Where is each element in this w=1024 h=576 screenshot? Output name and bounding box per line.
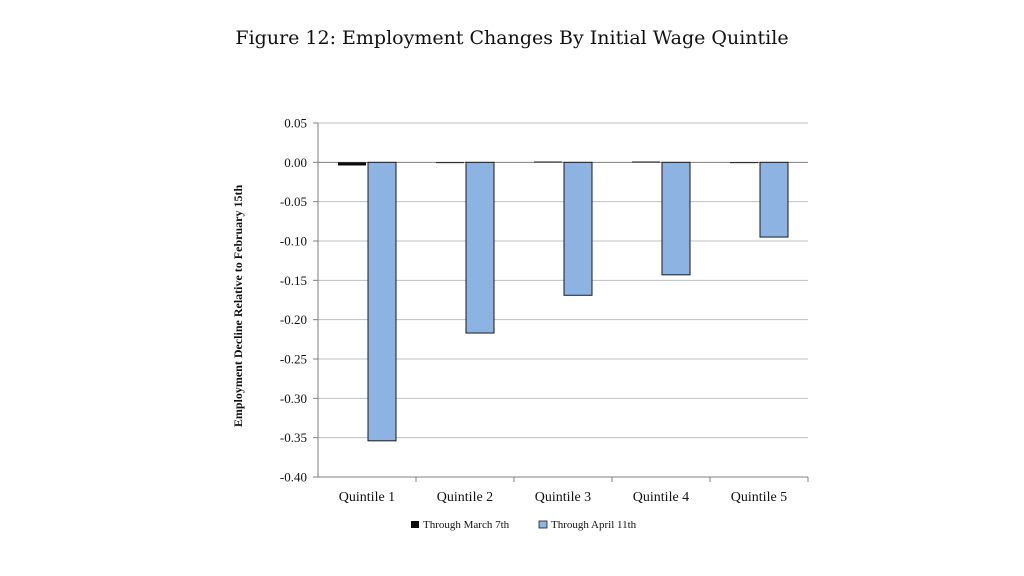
y-tick-label: -0.25: [280, 352, 307, 367]
y-tick-label: 0.05: [284, 116, 307, 131]
x-category-label: Quintile 5: [731, 490, 787, 505]
bar-april-q4: [661, 161, 691, 276]
figure-title: Figure 12: Employment Changes By Initial…: [235, 27, 789, 49]
y-tick-label: -0.40: [280, 470, 307, 485]
x-category-label: Quintile 3: [535, 490, 591, 505]
y-tick-labels: 0.05 0.00 -0.05 -0.10 -0.15 -0.20 -0.25 -0.30 -0…: [280, 116, 307, 485]
y-tick-label: -0.05: [280, 194, 307, 209]
y-tick-label: -0.35: [280, 430, 307, 445]
x-category-label: Quintile 1: [339, 490, 395, 505]
bar-april-q1: [367, 161, 397, 442]
bar-march-q5: [730, 162, 758, 164]
legend-label-march: Through March 7th: [423, 519, 510, 531]
bar-march-q4: [632, 161, 660, 163]
y-tick-label: -0.10: [280, 234, 307, 249]
axes: [313, 122, 809, 482]
x-category-label: Quintile 2: [437, 490, 493, 505]
legend-swatch-march: [411, 521, 419, 528]
legend-swatch-april: [538, 520, 548, 529]
category-labels: Quintile 1 Quintile 2 Quintile 3 Quintile 4…: [339, 490, 787, 505]
bar-march-q2: [436, 162, 464, 164]
legend: Through March 7th Through April 11th: [411, 519, 637, 531]
x-category-label: Quintile 4: [633, 490, 689, 505]
y-axis-title: Employment Decline Relative to February …: [231, 185, 245, 428]
bar-march-q3: [534, 161, 562, 163]
y-tick-label: -0.20: [280, 312, 307, 327]
y-tick-label: 0.00: [284, 155, 307, 170]
bar-april-q3: [563, 161, 593, 296]
legend-label-april: Through April 11th: [551, 519, 637, 531]
bar-april-q2: [465, 161, 495, 334]
y-tick-label: -0.15: [280, 273, 307, 288]
y-tick-label: -0.30: [280, 391, 307, 406]
bars: [338, 161, 789, 442]
bar-april-q5: [759, 161, 789, 238]
bar-march-q1: [338, 162, 366, 166]
